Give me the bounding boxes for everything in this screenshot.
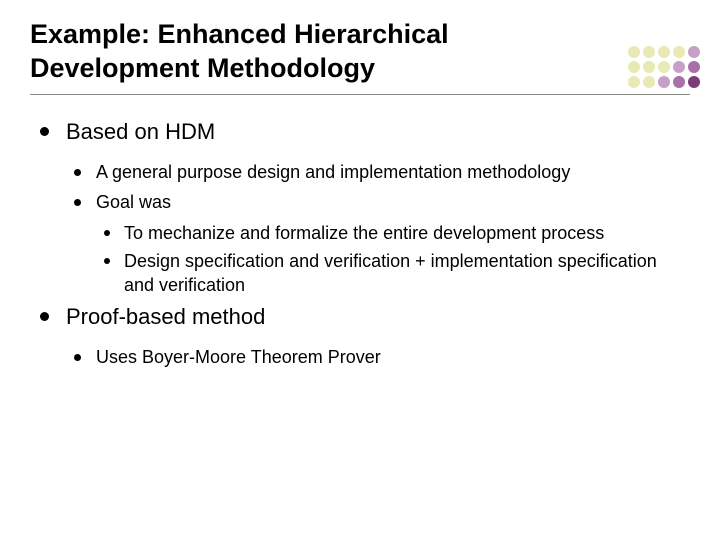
- bullet-text: Goal was: [96, 192, 171, 212]
- bullet-icon: [40, 312, 49, 321]
- decor-dot-1: [643, 46, 655, 58]
- decor-dot-5: [628, 61, 640, 73]
- decor-dot-14: [688, 76, 700, 88]
- bullet-lvl1: Proof-based method: [30, 302, 690, 332]
- decor-dot-6: [643, 61, 655, 73]
- decor-dot-0: [628, 46, 640, 58]
- bullet-lvl3: To mechanize and formalize the entire de…: [96, 221, 690, 245]
- bullet-text: Design specification and verification + …: [124, 251, 657, 295]
- bullet-icon: [74, 199, 81, 206]
- bullet-lvl2: A general purpose design and implementat…: [66, 160, 690, 184]
- decor-dot-12: [658, 76, 670, 88]
- decor-dot-4: [688, 46, 700, 58]
- decor-dot-2: [658, 46, 670, 58]
- bullet-icon: [104, 258, 110, 264]
- bullet-lvl2: Goal was: [66, 190, 690, 214]
- bullet-text: A general purpose design and implementat…: [96, 162, 570, 182]
- bullet-lvl1: Based on HDM: [30, 117, 690, 147]
- bullet-icon: [104, 230, 110, 236]
- bullet-text: Based on HDM: [66, 119, 215, 144]
- bullet-lvl3: Design specification and verification + …: [96, 249, 690, 298]
- bullet-icon: [74, 169, 81, 176]
- bullet-icon: [74, 354, 81, 361]
- bullet-text: To mechanize and formalize the entire de…: [124, 223, 604, 243]
- decor-dot-10: [628, 76, 640, 88]
- slide-title: Example: Enhanced Hierarchical Developme…: [30, 18, 690, 95]
- outline-root: Based on HDM A general purpose design and…: [30, 117, 690, 370]
- bullet-lvl2: Uses Boyer-Moore Theorem Prover: [66, 345, 690, 369]
- slide: Example: Enhanced Hierarchical Developme…: [0, 0, 720, 406]
- decor-dot-7: [658, 61, 670, 73]
- corner-dots-decor: [628, 46, 700, 88]
- bullet-text: Proof-based method: [66, 304, 265, 329]
- decor-dot-13: [673, 76, 685, 88]
- bullet-icon: [40, 127, 49, 136]
- decor-dot-11: [643, 76, 655, 88]
- decor-dot-9: [688, 61, 700, 73]
- decor-dot-8: [673, 61, 685, 73]
- bullet-text: Uses Boyer-Moore Theorem Prover: [96, 347, 381, 367]
- decor-dot-3: [673, 46, 685, 58]
